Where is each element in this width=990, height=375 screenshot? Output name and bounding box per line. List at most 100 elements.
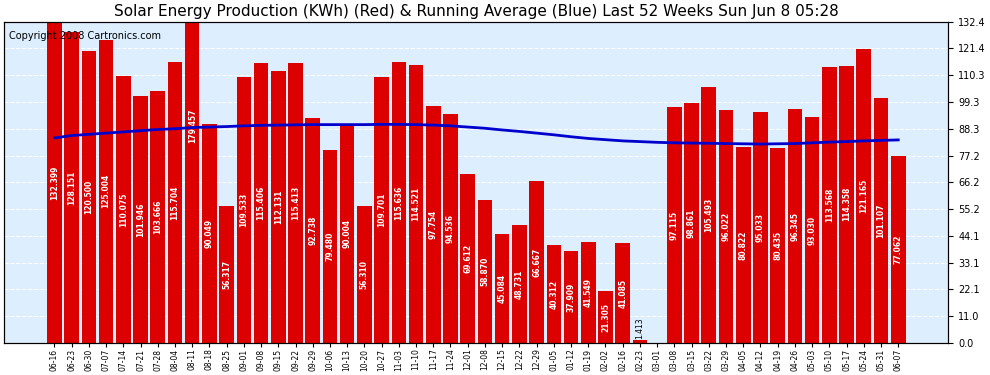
Text: 121.165: 121.165 (859, 179, 868, 213)
Bar (134, 96, 148, 343)
Text: 37.909: 37.909 (566, 282, 575, 312)
Bar (788, 109, 802, 343)
Bar (477, 200, 492, 343)
Text: 96.345: 96.345 (790, 211, 799, 241)
Text: 1.413: 1.413 (636, 317, 644, 339)
Text: 109.701: 109.701 (377, 193, 386, 227)
Text: 114.358: 114.358 (842, 187, 851, 222)
Bar (288, 63, 303, 343)
Text: 120.500: 120.500 (84, 180, 93, 214)
Bar (305, 118, 320, 343)
Text: 115.636: 115.636 (394, 186, 403, 220)
Bar (374, 77, 389, 343)
Text: 109.533: 109.533 (240, 193, 248, 227)
Text: 110.075: 110.075 (119, 192, 128, 226)
Text: 115.704: 115.704 (170, 186, 179, 220)
Bar (220, 206, 234, 343)
Bar (891, 156, 906, 343)
Text: 45.084: 45.084 (498, 274, 507, 303)
Text: 90.049: 90.049 (205, 219, 214, 248)
Bar (391, 62, 406, 343)
Text: 41.549: 41.549 (584, 278, 593, 307)
Bar (684, 103, 699, 343)
Bar (581, 242, 596, 343)
Bar (856, 49, 871, 343)
Bar (598, 291, 613, 343)
Bar (64, 32, 79, 343)
Text: 115.406: 115.406 (256, 186, 265, 220)
Text: 97.115: 97.115 (670, 211, 679, 240)
Bar (530, 181, 544, 343)
Bar (444, 114, 457, 343)
Bar (271, 71, 285, 343)
Text: 90.004: 90.004 (343, 219, 351, 248)
Bar (805, 117, 820, 343)
Text: 128.151: 128.151 (67, 170, 76, 205)
Bar (323, 150, 338, 343)
Text: 80.822: 80.822 (739, 230, 747, 260)
Bar (736, 147, 750, 343)
Bar (150, 92, 165, 343)
Text: 179.457: 179.457 (188, 108, 197, 142)
Text: 77.062: 77.062 (894, 235, 903, 264)
Bar (409, 65, 424, 343)
Text: Copyright 2008 Cartronics.com: Copyright 2008 Cartronics.com (9, 32, 161, 41)
Text: 48.731: 48.731 (515, 269, 524, 298)
Text: 115.413: 115.413 (291, 186, 300, 220)
Bar (495, 234, 510, 343)
Text: 98.861: 98.861 (687, 209, 696, 238)
Bar (770, 148, 785, 343)
Bar (874, 98, 888, 343)
Bar (616, 243, 630, 343)
Bar (563, 251, 578, 343)
Text: 69.612: 69.612 (463, 244, 472, 273)
Text: 40.312: 40.312 (549, 279, 558, 309)
Text: 96.022: 96.022 (722, 212, 731, 241)
Bar (185, 0, 200, 343)
Bar (357, 206, 371, 343)
Text: 56.310: 56.310 (360, 260, 369, 289)
Text: 97.754: 97.754 (429, 210, 438, 239)
Text: 113.568: 113.568 (825, 188, 834, 222)
Text: 114.521: 114.521 (412, 187, 421, 221)
Bar (340, 124, 354, 343)
Text: 92.738: 92.738 (308, 216, 317, 245)
Text: 80.435: 80.435 (773, 231, 782, 260)
Text: 125.004: 125.004 (102, 174, 111, 208)
Bar (702, 87, 716, 343)
Bar (81, 51, 96, 343)
Bar (546, 245, 561, 343)
Text: 79.480: 79.480 (326, 232, 335, 261)
Text: 66.667: 66.667 (532, 248, 542, 277)
Bar (512, 225, 527, 343)
Bar (99, 40, 114, 343)
Text: 132.399: 132.399 (50, 165, 59, 200)
Bar (633, 340, 647, 343)
Bar (426, 106, 441, 343)
Text: 94.536: 94.536 (446, 214, 455, 243)
Text: 101.946: 101.946 (136, 202, 145, 237)
Bar (167, 62, 182, 343)
Text: 101.107: 101.107 (876, 203, 885, 238)
Bar (822, 68, 837, 343)
Bar (460, 174, 475, 343)
Bar (840, 66, 854, 343)
Bar (753, 112, 768, 343)
Title: Solar Energy Production (KWh) (Red) & Running Average (Blue) Last 52 Weeks Sun J: Solar Energy Production (KWh) (Red) & Ru… (114, 4, 839, 19)
Bar (237, 77, 251, 343)
Text: 21.305: 21.305 (601, 303, 610, 332)
Text: 105.493: 105.493 (704, 198, 714, 232)
Text: 93.030: 93.030 (808, 216, 817, 245)
Text: 95.033: 95.033 (756, 213, 765, 242)
Text: 112.131: 112.131 (274, 190, 283, 224)
Text: 41.085: 41.085 (618, 279, 628, 308)
Bar (719, 110, 734, 343)
Text: 56.317: 56.317 (222, 260, 231, 289)
Bar (667, 107, 682, 343)
Text: 58.870: 58.870 (480, 257, 489, 286)
Bar (202, 124, 217, 343)
Bar (253, 63, 268, 343)
Bar (116, 76, 131, 343)
Text: 103.666: 103.666 (153, 200, 162, 234)
Bar (48, 22, 61, 343)
